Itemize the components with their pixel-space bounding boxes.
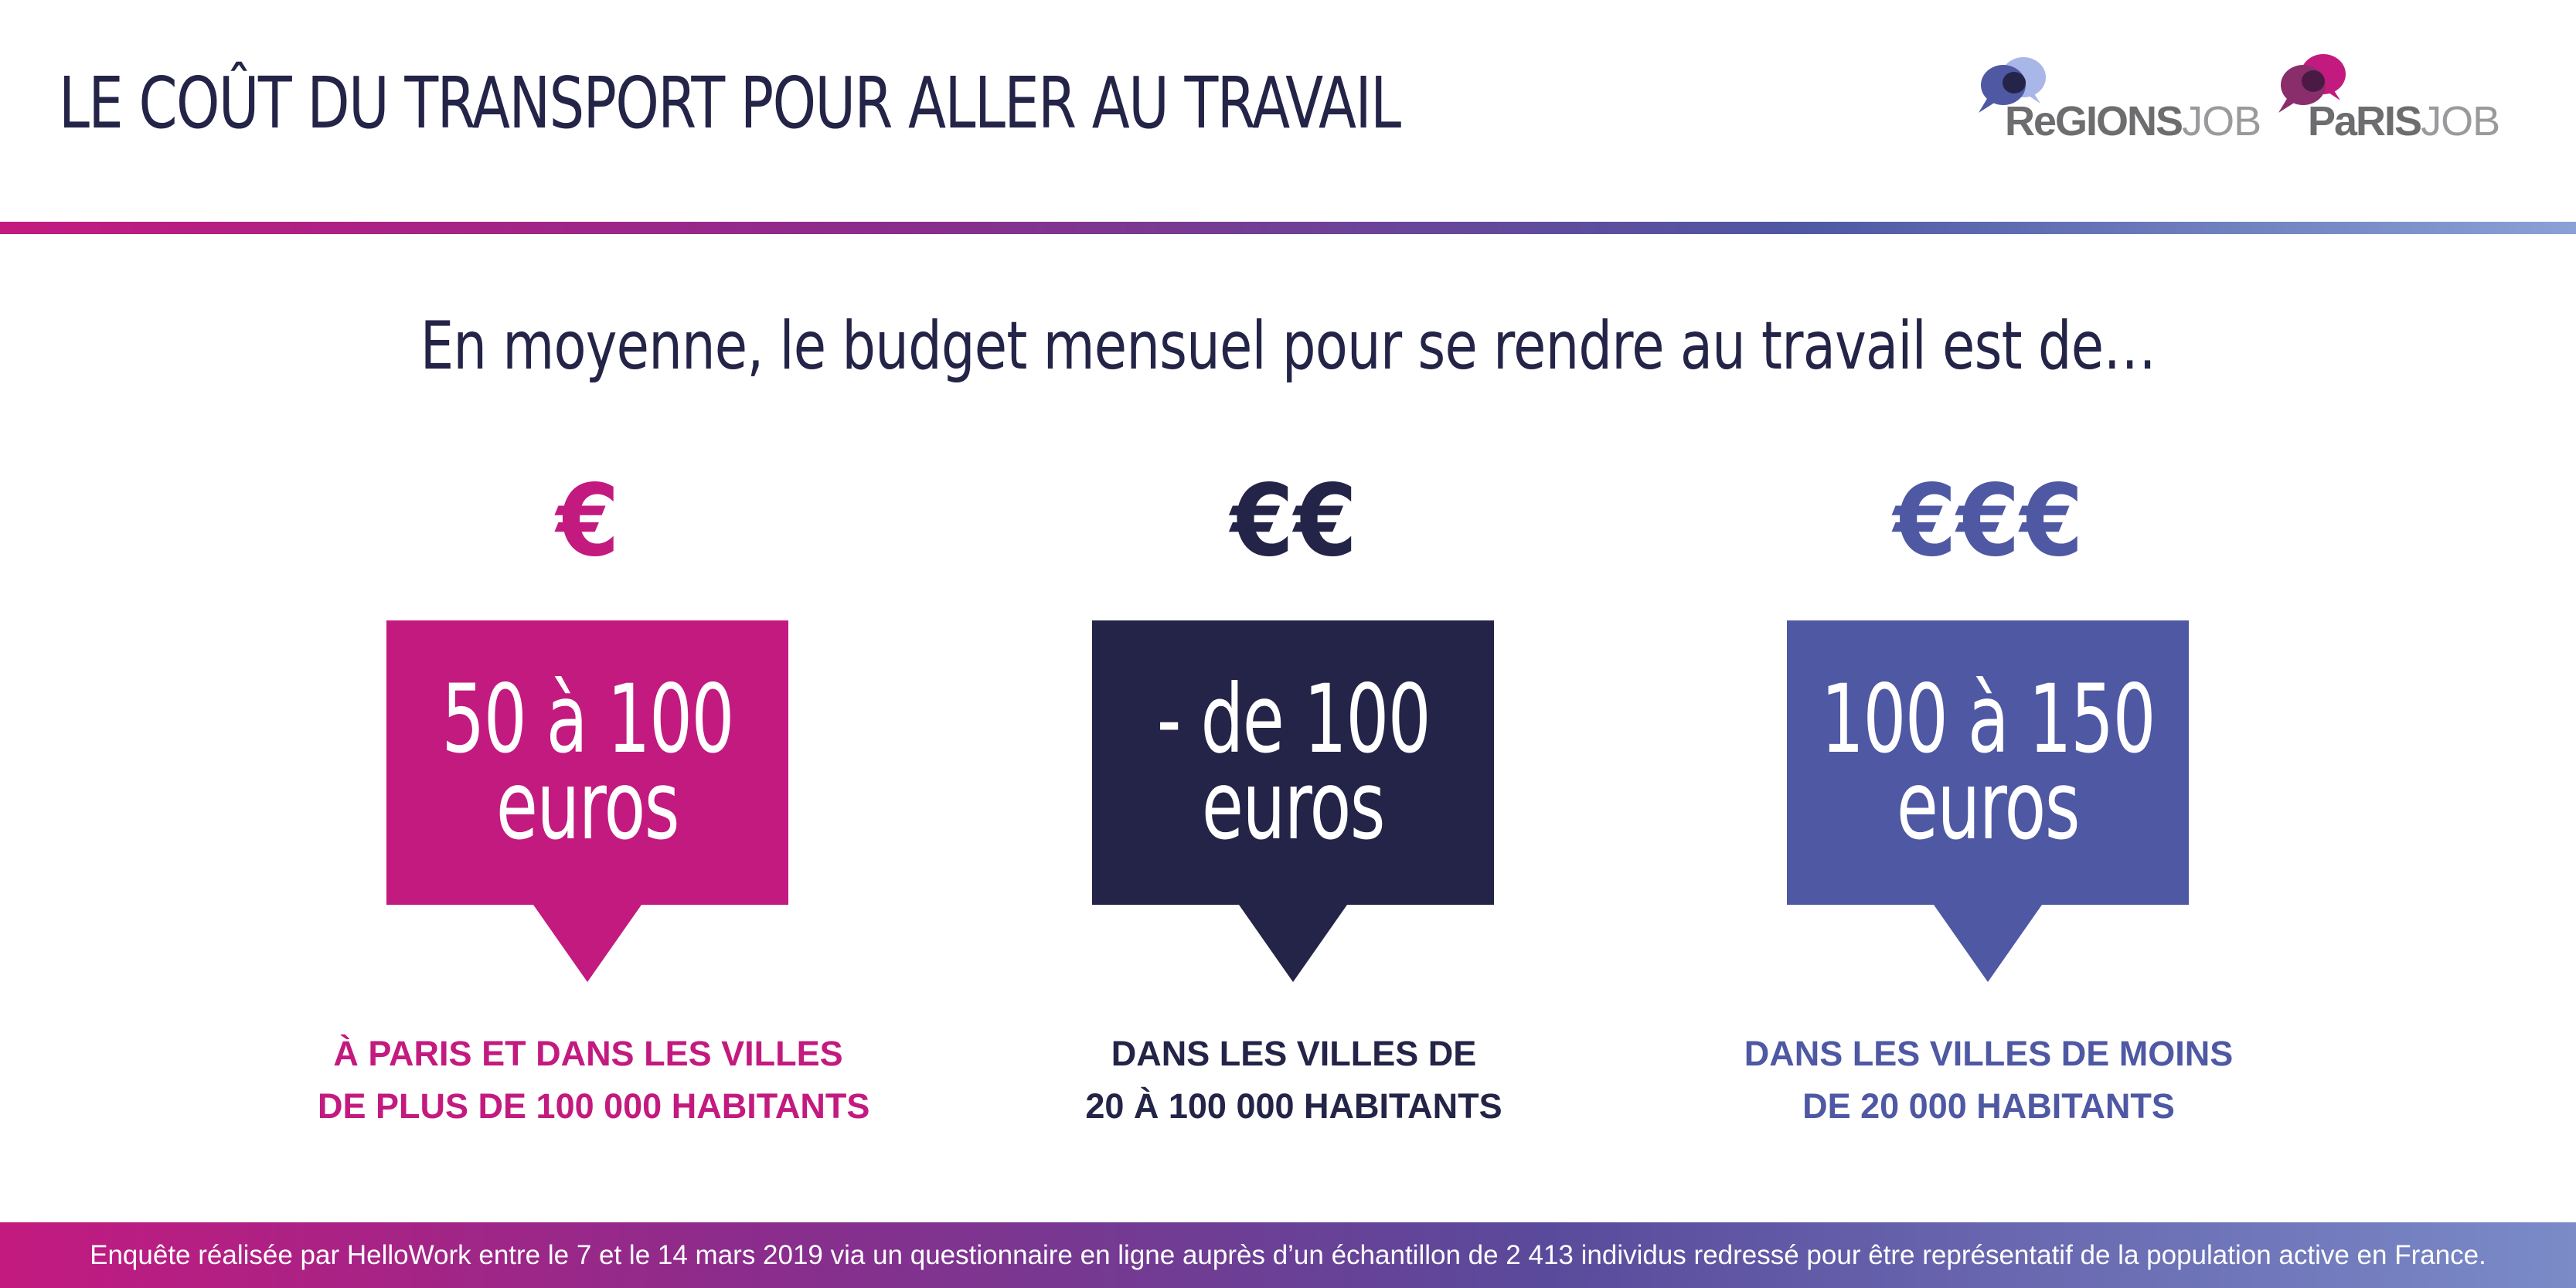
budget-amount: - de 100	[1156, 664, 1431, 774]
header-divider	[0, 222, 2576, 234]
budget-bubble: - de 100 euros	[1092, 620, 1494, 982]
budget-bubble: 50 à 100 euros	[386, 620, 788, 982]
budget-column-paris: € 50 à 100 euros À PARIS ET DANS LES VIL…	[318, 464, 870, 1159]
budget-column-small-cities: €€€ 100 à 150 euros DANS LES VILLES DE M…	[1718, 464, 2259, 1159]
budget-caption: À PARIS ET DANS LES VILLES DE PLUS DE 10…	[318, 1034, 870, 1126]
budget-unit: euros	[1201, 751, 1386, 861]
survey-footnote: Enquête réalisée par HelloWork entre le …	[0, 1222, 2576, 1288]
speech-bubbles-purple-icon	[2278, 54, 2346, 113]
page-title: LE COÛT DU TRANSPORT POUR ALLER AU TRAVA…	[59, 62, 1401, 144]
regionsjob-logo: ReGIONSJOB	[1969, 46, 2271, 162]
euro-level-2-icon: €€	[1230, 464, 1357, 579]
budget-bubble: 100 à 150 euros	[1787, 620, 2189, 982]
euro-level-1-icon: €	[556, 464, 620, 579]
budget-caption: DANS LES VILLES DE 20 À 100 000 HABITANT…	[1085, 1034, 1502, 1126]
brand-logos: ReGIONSJOB PaRISJOB	[1969, 46, 2510, 162]
budget-unit: euros	[495, 751, 680, 861]
parisjob-logo: PaRISJOB	[2271, 46, 2518, 162]
budget-unit: euros	[1896, 751, 2081, 861]
subtitle: En moyenne, le budget mensuel pour se re…	[420, 308, 2156, 385]
budget-amount: 50 à 100	[441, 664, 734, 774]
budget-column-medium-cities: €€ - de 100 euros DANS LES VILLES DE 20 …	[1023, 464, 1564, 1159]
speech-bubbles-blue-icon	[1979, 57, 2046, 113]
budget-amount: 100 à 150	[1820, 664, 2156, 774]
parisjob-wordmark: PaRISJOB	[2308, 98, 2500, 144]
regionsjob-wordmark: ReGIONSJOB	[2005, 98, 2261, 144]
budget-caption: DANS LES VILLES DE MOINS DE 20 000 HABIT…	[1744, 1034, 2234, 1126]
euro-level-3-icon: €€€	[1894, 464, 2084, 579]
